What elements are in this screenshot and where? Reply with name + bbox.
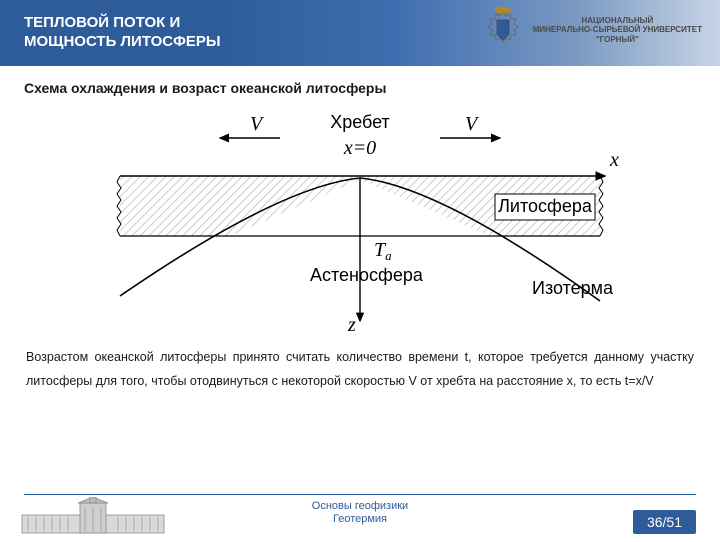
lithosphere-diagram: V V Хребет x=0 x z Ta Астеносфера Литосф… bbox=[100, 106, 620, 336]
diagram-container: V V Хребет x=0 x z Ta Астеносфера Литосф… bbox=[0, 96, 720, 338]
course-line-2: Геотермия bbox=[0, 513, 720, 526]
header-bar: ТЕПЛОВОЙ ПОТОК И МОЩНОСТЬ ЛИТОСФЕРЫ НАЦИ… bbox=[0, 0, 720, 66]
uni-line-1: НАЦИОНАЛЬНЫЙ bbox=[533, 16, 702, 25]
x-origin-label: x=0 bbox=[343, 137, 376, 159]
university-block: НАЦИОНАЛЬНЫЙ МИНЕРАЛЬНО-СЫРЬЕВОЙ УНИВЕРС… bbox=[483, 6, 702, 54]
z-axis-label: z bbox=[347, 314, 356, 336]
uni-line-2: МИНЕРАЛЬНО-СЫРЬЕВОЙ УНИВЕРСИТЕТ bbox=[533, 25, 702, 34]
footer-divider bbox=[24, 494, 696, 495]
title-line-1: ТЕПЛОВОЙ ПОТОК И bbox=[24, 14, 221, 33]
ta-label: Ta bbox=[374, 239, 392, 263]
course-line-1: Основы геофизики bbox=[0, 500, 720, 513]
x-axis-label: x bbox=[609, 149, 619, 171]
footer: Основы геофизики Геотермия 36/51 bbox=[0, 494, 720, 540]
asthenosphere-label: Астеносфера bbox=[310, 265, 424, 285]
page-current: 36 bbox=[647, 514, 663, 530]
lithosphere-label: Литосфера bbox=[498, 196, 593, 216]
section-subtitle: Схема охлаждения и возраст океанской лит… bbox=[0, 66, 720, 96]
v-left-label: V bbox=[250, 113, 265, 135]
page-number-badge: 36/51 bbox=[633, 510, 696, 534]
university-emblem-icon bbox=[483, 6, 523, 54]
title-line-2: МОЩНОСТЬ ЛИТОСФЕРЫ bbox=[24, 33, 221, 52]
v-right-label: V bbox=[465, 113, 480, 135]
footer-course: Основы геофизики Геотермия bbox=[0, 500, 720, 526]
uni-line-3: "ГОРНЫЙ" bbox=[533, 35, 702, 44]
slide-title: ТЕПЛОВОЙ ПОТОК И МОЩНОСТЬ ЛИТОСФЕРЫ bbox=[24, 14, 221, 52]
isotherm-label: Изотерма bbox=[532, 278, 614, 298]
page-total: 51 bbox=[666, 514, 682, 530]
university-name: НАЦИОНАЛЬНЫЙ МИНЕРАЛЬНО-СЫРЬЕВОЙ УНИВЕРС… bbox=[533, 16, 702, 44]
body-paragraph: Возрастом океанской литосферы принято сч… bbox=[0, 338, 720, 394]
ridge-label: Хребет bbox=[330, 112, 390, 132]
